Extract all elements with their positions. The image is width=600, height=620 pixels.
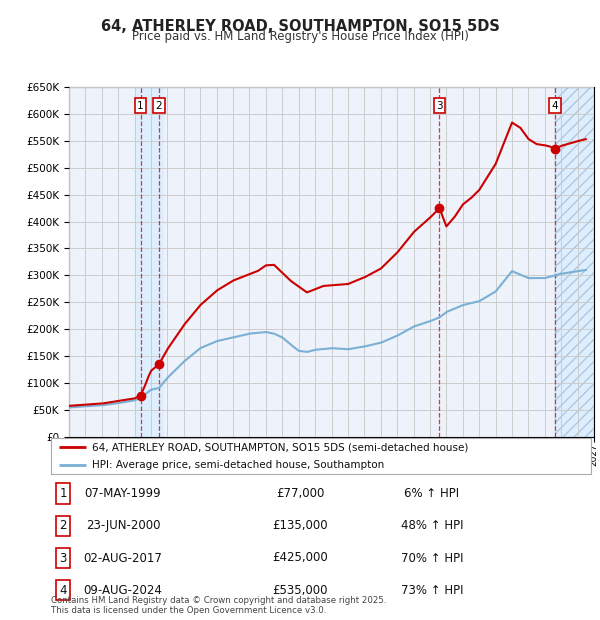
Text: 64, ATHERLEY ROAD, SOUTHAMPTON, SO15 5DS: 64, ATHERLEY ROAD, SOUTHAMPTON, SO15 5DS	[101, 19, 499, 33]
Text: 1: 1	[59, 487, 67, 500]
Text: 3: 3	[436, 100, 443, 110]
Text: HPI: Average price, semi-detached house, Southampton: HPI: Average price, semi-detached house,…	[91, 460, 384, 471]
Text: 2: 2	[155, 100, 162, 110]
Text: £77,000: £77,000	[276, 487, 324, 500]
Text: Price paid vs. HM Land Registry's House Price Index (HPI): Price paid vs. HM Land Registry's House …	[131, 30, 469, 43]
Text: 70% ↑ HPI: 70% ↑ HPI	[401, 552, 463, 564]
Text: 23-JUN-2000: 23-JUN-2000	[86, 520, 160, 532]
Text: 02-AUG-2017: 02-AUG-2017	[83, 552, 163, 564]
Text: 09-AUG-2024: 09-AUG-2024	[83, 584, 163, 596]
Text: 2: 2	[59, 520, 67, 532]
Bar	[134, 87, 163, 437]
Text: 3: 3	[59, 552, 67, 564]
Text: 6% ↑ HPI: 6% ↑ HPI	[404, 487, 460, 500]
Text: £425,000: £425,000	[272, 552, 328, 564]
Bar	[554, 87, 594, 437]
Text: 64, ATHERLEY ROAD, SOUTHAMPTON, SO15 5DS (semi-detached house): 64, ATHERLEY ROAD, SOUTHAMPTON, SO15 5DS…	[91, 442, 468, 453]
Text: £135,000: £135,000	[272, 520, 328, 532]
Text: 48% ↑ HPI: 48% ↑ HPI	[401, 520, 463, 532]
Text: 73% ↑ HPI: 73% ↑ HPI	[401, 584, 463, 596]
Text: 4: 4	[551, 100, 558, 110]
Text: 1: 1	[137, 100, 144, 110]
Text: Contains HM Land Registry data © Crown copyright and database right 2025.
This d: Contains HM Land Registry data © Crown c…	[51, 596, 386, 615]
Bar	[554, 87, 594, 437]
Text: £535,000: £535,000	[272, 584, 328, 596]
Text: 4: 4	[59, 584, 67, 596]
Text: 07-MAY-1999: 07-MAY-1999	[85, 487, 161, 500]
